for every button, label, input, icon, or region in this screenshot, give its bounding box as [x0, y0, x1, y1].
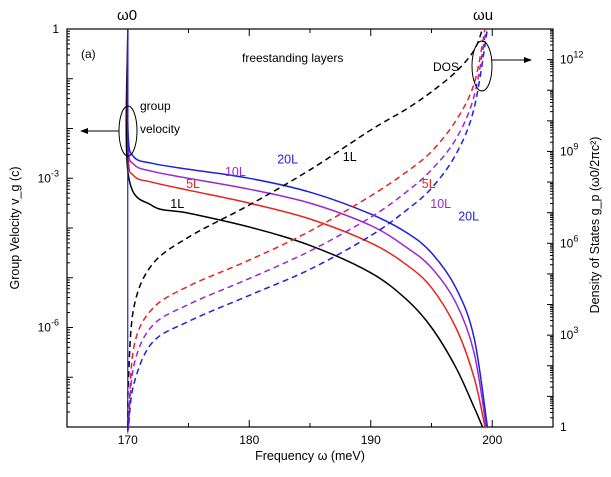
group-velocity-label-1: group [140, 99, 171, 113]
omega-0-label: ω0 [117, 7, 137, 24]
plot-frame [66, 28, 554, 428]
series-layer [125, 28, 489, 434]
plot-area [66, 28, 554, 428]
omega-u-label: ωu [473, 7, 493, 24]
dos-arrowhead [524, 57, 532, 63]
axis-ticks: 170 180 190 200 1 10-3 10-6 1 103 106 109 1012 [38, 22, 584, 447]
dos-series-5l [126, 28, 486, 434]
x-tick-label: 200 [482, 433, 502, 447]
chart-title: freestanding layers [242, 51, 343, 65]
omega-0-text: ω0 [117, 7, 137, 24]
dos-series-20l [126, 28, 489, 431]
y-right-tick-label: 1 [560, 420, 567, 434]
group-velocity-label-2: velocity [140, 122, 180, 136]
group-velocity-series-10l [126, 28, 487, 428]
y-left-tick-label: 10-3 [38, 168, 59, 185]
y-left-axis-title: Group Velocity v_g (c) [8, 167, 22, 290]
series-label: 1L [170, 197, 184, 211]
x-tick-label: 170 [118, 433, 138, 447]
dos-label: DOS [433, 60, 459, 74]
series-label: 20L [277, 152, 298, 166]
dos-series-10l [126, 28, 487, 433]
series-label: 5L [186, 177, 200, 191]
y-right-tick-label: 1012 [560, 50, 583, 67]
group-velocity-series-5l [126, 28, 486, 428]
panel-label: (a) [81, 47, 96, 61]
series-label: 1L [343, 150, 357, 164]
y-right-axis-title: Density of States g_p (ω0/2πc²) [588, 137, 602, 314]
y-right-tick-label: 109 [560, 141, 578, 158]
series-label: 5L [422, 177, 436, 191]
series-label: 20L [458, 210, 479, 224]
group-velocity-series-20l [126, 28, 489, 428]
dos-series-1l [126, 28, 484, 428]
x-tick-label: 180 [239, 433, 259, 447]
x-axis-title: Frequency ω (meV) [255, 449, 365, 463]
group-velocity-arrowhead [80, 128, 88, 134]
y-right-tick-label: 106 [560, 233, 578, 250]
group-velocity-series-1l [125, 28, 484, 428]
y-left-tick-label: 1 [52, 22, 59, 36]
dos-ellipse [471, 40, 493, 92]
series-label: 10L [430, 197, 451, 211]
x-tick-label: 190 [361, 433, 381, 447]
y-left-tick-label: 10-6 [38, 318, 59, 335]
y-right-tick-label: 103 [560, 325, 578, 342]
series-label: 10L [225, 165, 246, 179]
omega-u-text: ωu [473, 7, 493, 24]
